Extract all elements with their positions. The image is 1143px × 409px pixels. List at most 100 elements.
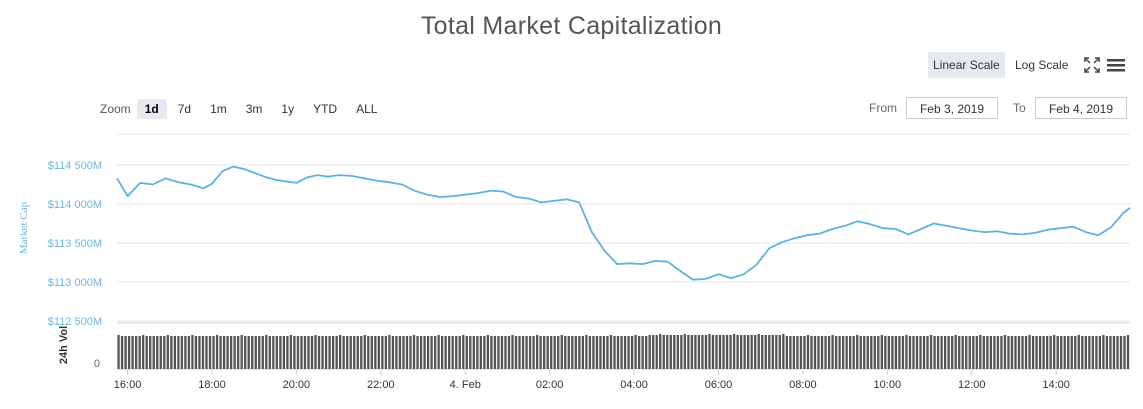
zoom-all-button[interactable]: ALL: [356, 102, 378, 116]
volume-bar: [732, 334, 736, 369]
volume-bar: [813, 336, 817, 369]
volume-bar: [841, 336, 845, 369]
volume-bar: [820, 336, 824, 369]
volume-bar: [187, 336, 191, 369]
volume-bar: [592, 336, 595, 369]
volume-bar: [887, 336, 891, 369]
volume-bar: [258, 336, 261, 369]
volume-bar: [606, 336, 609, 369]
volume-bar: [768, 335, 771, 369]
volume-bar: [722, 335, 725, 369]
volume-bar: [535, 335, 539, 369]
from-label: From: [869, 101, 897, 115]
volume-bar: [244, 336, 247, 369]
volume-bar: [750, 335, 753, 369]
volume-bar: [877, 336, 880, 369]
zoom-3m-button[interactable]: 3m: [245, 102, 263, 116]
volume-bar: [961, 336, 964, 369]
volume-bar: [514, 336, 518, 369]
volume-bar: [419, 336, 423, 369]
volume-bar: [1081, 336, 1084, 369]
volume-bar: [771, 335, 774, 369]
volume-bar: [335, 336, 338, 369]
volume-bar: [613, 336, 616, 369]
volume-bar: [307, 336, 310, 369]
volume-bar: [124, 336, 127, 369]
volume-bar: [1035, 336, 1038, 369]
volume-bar: [120, 336, 124, 369]
volume-bar: [247, 336, 250, 369]
volume-bar: [993, 336, 996, 369]
volume-bar: [666, 335, 669, 369]
volume-bar: [377, 336, 380, 369]
volume-bar: [356, 336, 359, 369]
volume-bar: [1024, 336, 1028, 369]
volume-bar: [574, 336, 577, 369]
volume-bar: [1060, 336, 1063, 369]
volume-bar: [430, 336, 433, 369]
volume-bar: [521, 336, 525, 369]
volume-bar: [687, 335, 690, 369]
zoom-7d-button[interactable]: 7d: [177, 102, 192, 116]
volume-bar: [697, 335, 701, 369]
volume-bar: [630, 336, 634, 369]
volume-bar: [849, 336, 852, 369]
volume-bar: [1088, 336, 1091, 369]
volume-bar: [282, 336, 286, 369]
volume-bar: [409, 336, 412, 369]
expand-arrows-icon[interactable]: [1081, 54, 1103, 76]
from-date-input[interactable]: Feb 3, 2019: [906, 97, 998, 119]
volume-bar: [208, 336, 212, 369]
volume-bar: [905, 335, 908, 369]
volume-bar: [261, 336, 264, 369]
volume-bar: [669, 335, 672, 369]
volume-bar: [919, 336, 922, 369]
volume-bar: [497, 336, 500, 369]
zoom-ytd-button[interactable]: YTD: [313, 102, 338, 116]
volume-bar: [595, 336, 599, 369]
volume-bar: [648, 335, 651, 369]
volume-bar: [331, 336, 335, 369]
volume-bar: [947, 336, 950, 369]
linear-scale-button[interactable]: Linear Scale: [928, 52, 1005, 78]
volume-bar: [240, 335, 243, 369]
volume-bar: [827, 336, 831, 369]
volume-bar: [775, 335, 778, 369]
hamburger-menu-icon[interactable]: [1106, 54, 1128, 76]
volume-bar: [789, 336, 792, 369]
volume-bar: [1095, 336, 1098, 369]
volume-bar: [725, 335, 729, 369]
y-tick-label: $114 000M: [48, 199, 102, 211]
volume-bar: [201, 336, 205, 369]
volume-bar: [743, 335, 746, 369]
volume-bar: [623, 336, 627, 369]
volume-bar: [433, 336, 437, 369]
to-date-input[interactable]: Feb 4, 2019: [1035, 97, 1127, 119]
volume-bar: [1056, 336, 1059, 369]
volume-bar: [353, 336, 356, 369]
log-scale-button[interactable]: Log Scale: [1015, 58, 1069, 72]
volume-bar: [342, 336, 345, 369]
volume-bar: [539, 336, 542, 369]
volume-bar: [367, 336, 370, 369]
volume-bar: [391, 336, 395, 369]
x-tick-label: 06:00: [705, 379, 733, 391]
volume-bar: [1010, 336, 1014, 369]
volume-bar: [859, 336, 862, 369]
x-tick-label: 18:00: [198, 379, 226, 391]
zoom-1d-button[interactable]: 1d: [136, 99, 167, 119]
volume-axis-title: 24h Vol: [58, 326, 70, 364]
volume-bar: [286, 336, 289, 369]
volume-bar: [518, 336, 521, 369]
volume-bar: [321, 336, 324, 369]
volume-bar: [637, 336, 641, 369]
volume-bar: [177, 336, 180, 369]
volume-bar: [131, 336, 134, 369]
volume-bar: [870, 336, 873, 369]
volume-bar: [557, 336, 560, 369]
zoom-1y-button[interactable]: 1y: [281, 102, 295, 116]
volume-bar: [680, 335, 683, 369]
zoom-1m-button[interactable]: 1m: [210, 102, 227, 116]
volume-bar: [736, 335, 739, 369]
